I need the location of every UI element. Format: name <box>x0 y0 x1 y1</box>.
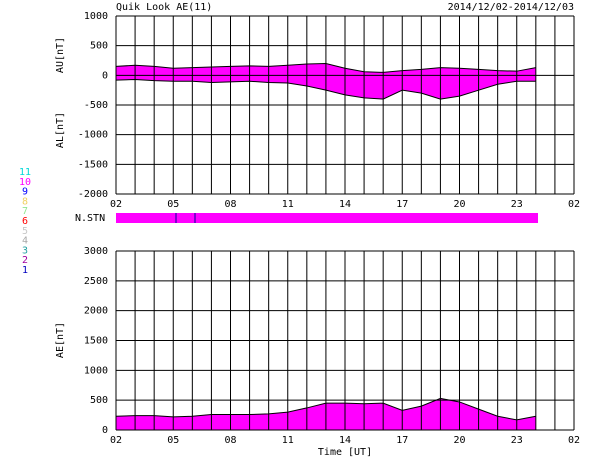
x-tick-label: 02 <box>110 199 122 210</box>
station-number: 1 <box>22 265 28 276</box>
y-tick-label: 0 <box>102 425 108 436</box>
x-tick-label: 23 <box>511 435 523 446</box>
x-tick-label: 11 <box>282 199 294 210</box>
y-tick-label: 0 <box>102 70 108 81</box>
station-number: 11 <box>19 167 31 178</box>
y-tick-label: -500 <box>84 100 108 111</box>
x-tick-label: 02 <box>110 435 122 446</box>
x-tick-label: 08 <box>224 435 236 446</box>
station-number: 10 <box>19 177 31 188</box>
x-tick-label: 17 <box>396 199 408 210</box>
station-number: 7 <box>22 206 28 217</box>
x-tick-label: 23 <box>511 199 523 210</box>
y-axis-label: AE[nT] <box>55 322 66 358</box>
x-tick-label: 14 <box>339 435 351 446</box>
y-tick-label: 2500 <box>84 276 108 287</box>
station-number: 6 <box>22 216 28 227</box>
y-tick-label: 1000 <box>84 11 108 22</box>
station-number: 2 <box>22 255 28 266</box>
x-tick-label: 08 <box>224 199 236 210</box>
station-number: 8 <box>22 196 28 207</box>
x-tick-label: 05 <box>167 435 179 446</box>
x-tick-label: 20 <box>453 199 465 210</box>
x-tick-label: 02 <box>568 199 580 210</box>
station-number: 5 <box>22 226 28 237</box>
x-tick-label: 14 <box>339 199 351 210</box>
station-number: 3 <box>22 245 28 256</box>
x-tick-label: 05 <box>167 199 179 210</box>
chart-title: Quik Look AE(11) <box>116 2 212 13</box>
y-tick-label: 2000 <box>84 306 108 317</box>
x-tick-label: 02 <box>568 435 580 446</box>
station-number: 9 <box>22 187 28 198</box>
station-bar <box>116 213 538 223</box>
station-number: 4 <box>22 236 28 247</box>
x-tick-label: 20 <box>453 435 465 446</box>
y-tick-label: 500 <box>90 395 108 406</box>
x-tick-label: 17 <box>396 435 408 446</box>
station-label: N.STN <box>75 213 105 224</box>
y-tick-label: 3000 <box>84 246 108 257</box>
y-tick-label: -1000 <box>78 130 108 141</box>
y-tick-label: -2000 <box>78 189 108 200</box>
x-tick-label: 11 <box>282 435 294 446</box>
y-tick-label: 500 <box>90 41 108 52</box>
chart-subtitle: 2014/12/02-2014/12/03 <box>448 2 574 13</box>
y-axis-label: AL[nT] <box>55 112 66 148</box>
y-tick-label: 1500 <box>84 336 108 347</box>
y-axis-label: AU[nT] <box>55 37 66 73</box>
y-tick-label: -1500 <box>78 159 108 170</box>
x-axis-label: Time [UT] <box>318 447 372 458</box>
y-tick-label: 1000 <box>84 365 108 376</box>
